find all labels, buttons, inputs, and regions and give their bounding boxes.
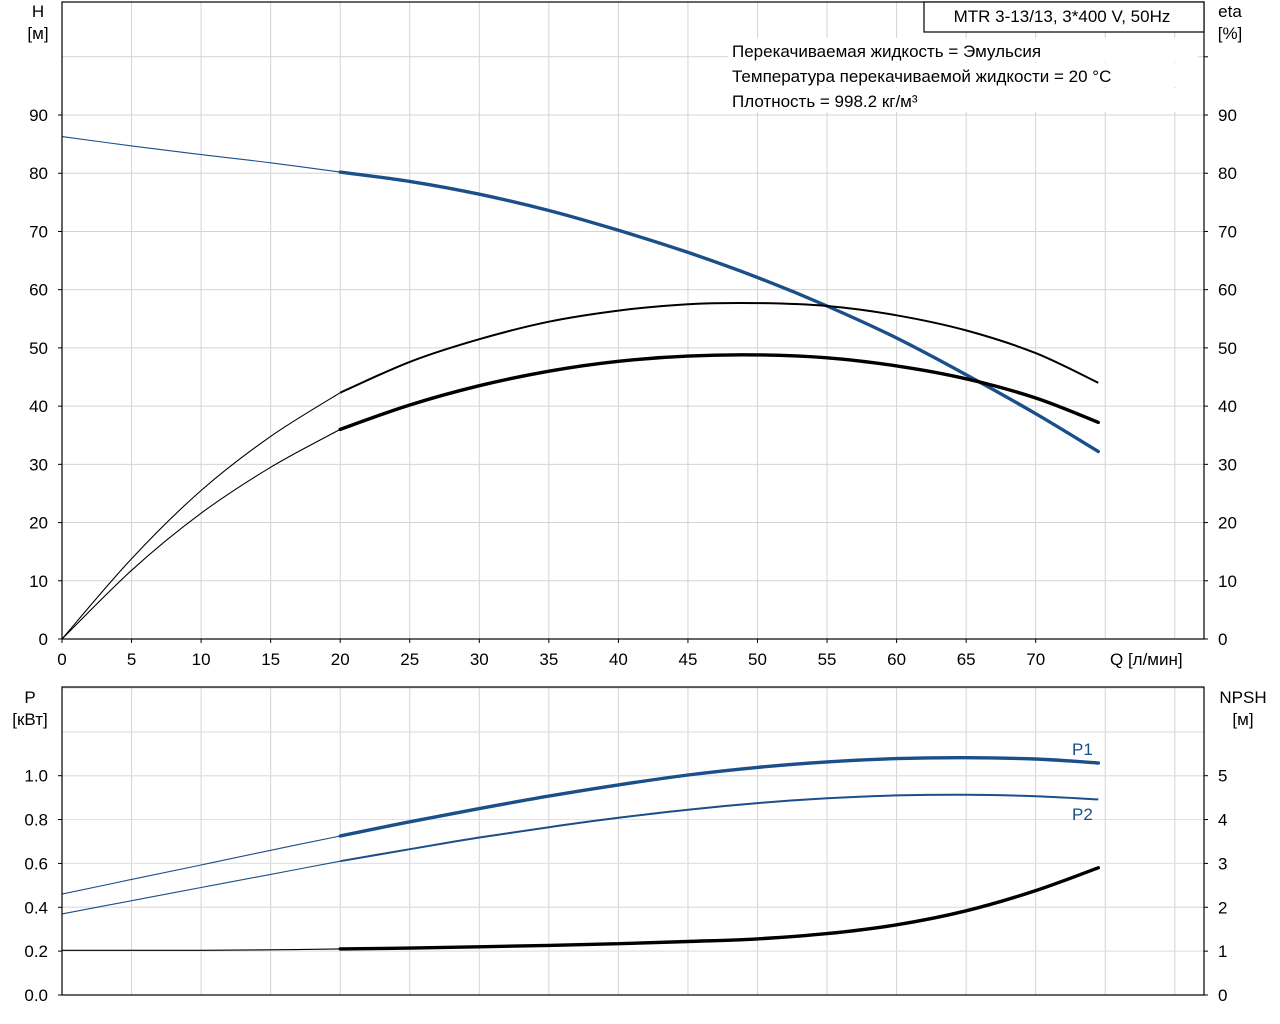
p-tick-label: 0.0: [24, 986, 48, 1005]
y-axis-label-npsh: NPSH: [1219, 688, 1266, 707]
x-tick-label: 35: [539, 650, 558, 669]
series-label-p1: P1: [1072, 740, 1093, 759]
y-tick-label-right: 30: [1218, 455, 1237, 474]
p-tick-label: 0.4: [24, 898, 48, 917]
y-tick-label-left: 20: [29, 514, 48, 533]
p-tick-label: 0.6: [24, 854, 48, 873]
x-tick-label: 50: [748, 650, 767, 669]
top-h-curve: [338, 170, 1100, 454]
note-background: [728, 88, 1198, 112]
y-tick-label-right: 60: [1218, 281, 1237, 300]
x-tick-label: 45: [678, 650, 697, 669]
x-tick-label: 20: [331, 650, 350, 669]
bottom-p2-curve-thin: [61, 860, 341, 915]
npsh-tick-label: 3: [1218, 854, 1227, 873]
bottom-p2-curve: [340, 793, 1099, 863]
x-tick-label: 5: [127, 650, 136, 669]
y-tick-label-left: 70: [29, 222, 48, 241]
bottom-npsh-curve-thin: [61, 948, 341, 951]
x-tick-label: 60: [887, 650, 906, 669]
series-label-p2: P2: [1072, 805, 1093, 824]
bottom-plot-frame: [61, 686, 1205, 996]
top-eta-curve-thin: [61, 428, 341, 640]
bottom-npsh-curve: [338, 866, 1100, 951]
y-tick-label-right: 0: [1218, 630, 1227, 649]
top-h-curve-thin: [61, 136, 341, 173]
x-axis-label: Q [л/мин]: [1110, 650, 1183, 669]
y-axis-label-p: P: [24, 688, 35, 707]
y-tick-label-left: 0: [39, 630, 48, 649]
y-tick-label-right: 80: [1218, 164, 1237, 183]
y-tick-label-left: 30: [29, 455, 48, 474]
y-axis-label-eta: eta: [1218, 2, 1242, 21]
top-eta-curve: [338, 353, 1100, 432]
y-tick-label-left: 10: [29, 572, 48, 591]
y-axis-label-h: H: [32, 2, 44, 21]
x-tick-label: 25: [400, 650, 419, 669]
y-tick-label-left: 50: [29, 339, 48, 358]
y-axis-unit-npsh: [м]: [1232, 710, 1253, 729]
y-axis-unit-p: [кВт]: [12, 710, 47, 729]
y-tick-label-left: 60: [29, 281, 48, 300]
npsh-tick-label: 2: [1218, 898, 1227, 917]
x-tick-label: 15: [261, 650, 280, 669]
fluid-note: Плотность = 998.2 кг/м³: [732, 92, 918, 111]
y-tick-label-right: 10: [1218, 572, 1237, 591]
bottom-p1-curve-thin: [61, 835, 341, 895]
npsh-tick-label: 1: [1218, 942, 1227, 961]
x-tick-label: 70: [1026, 650, 1045, 669]
p-tick-label: 1.0: [24, 767, 48, 786]
y-tick-label-right: 70: [1218, 222, 1237, 241]
top-eta-upper-curve-thin: [61, 392, 341, 640]
title-box: [923, 1, 1205, 33]
x-tick-label: 65: [957, 650, 976, 669]
top-eta-upper-curve: [339, 301, 1099, 394]
y-tick-label-left: 40: [29, 397, 48, 416]
npsh-tick-label: 5: [1218, 767, 1227, 786]
fluid-note: Температура перекачиваемой жидкости = 20…: [732, 67, 1111, 86]
y-axis-unit-h: [м]: [27, 24, 48, 43]
y-tick-label-right: 90: [1218, 106, 1237, 125]
x-tick-label: 30: [470, 650, 489, 669]
x-tick-label: 0: [57, 650, 66, 669]
y-axis-unit-eta: [%]: [1218, 24, 1243, 43]
p-tick-label: 0.2: [24, 942, 48, 961]
y-tick-label-right: 50: [1218, 339, 1237, 358]
y-tick-label-right: 20: [1218, 514, 1237, 533]
bottom-p1-curve: [338, 755, 1100, 838]
y-tick-label-left: 80: [29, 164, 48, 183]
x-tick-label: 40: [609, 650, 628, 669]
y-tick-label-left: 90: [29, 106, 48, 125]
y-tick-label-right: 40: [1218, 397, 1237, 416]
note-background: [728, 38, 1198, 62]
npsh-tick-label: 4: [1218, 811, 1227, 830]
note-background: [728, 63, 1198, 87]
x-tick-label: 10: [192, 650, 211, 669]
fluid-note: Перекачиваемая жидкость = Эмульсия: [732, 42, 1041, 61]
x-tick-label: 55: [818, 650, 837, 669]
top-plot-frame: [61, 1, 1205, 640]
npsh-tick-label: 0: [1218, 986, 1227, 1005]
p-tick-label: 0.8: [24, 811, 48, 830]
chart-title: MTR 3-13/13, 3*400 V, 50Hz: [954, 7, 1171, 26]
